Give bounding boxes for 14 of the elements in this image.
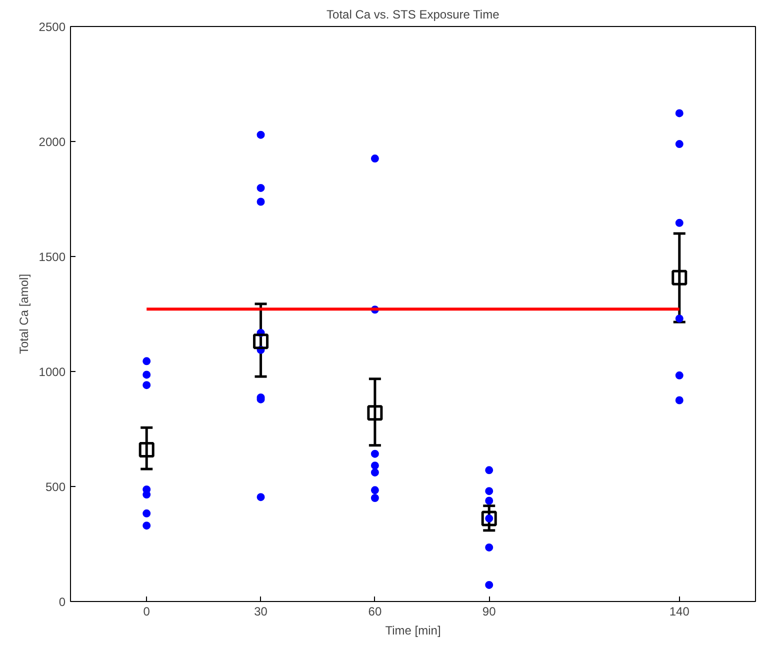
x-tick-label: 0 [143, 604, 150, 618]
y-tick-label: 1000 [38, 365, 66, 379]
y-tick-label: 2500 [38, 20, 66, 34]
y-tick-label: 0 [58, 595, 66, 609]
x-tick-label: 60 [368, 604, 382, 618]
y-tick-label: 1500 [38, 250, 66, 264]
y-tick-label: 500 [45, 480, 66, 494]
x-tick-label: 90 [482, 604, 496, 618]
x-tick-label: 140 [669, 604, 690, 618]
y-tick-label: 2000 [38, 135, 66, 149]
x-tick-label: 30 [254, 604, 268, 618]
y-axis-title: Total Ca [amol] [16, 274, 31, 354]
x-axis-title: Time [min] [385, 624, 441, 638]
chart-title: Total Ca vs. STS Exposure Time [326, 8, 500, 22]
